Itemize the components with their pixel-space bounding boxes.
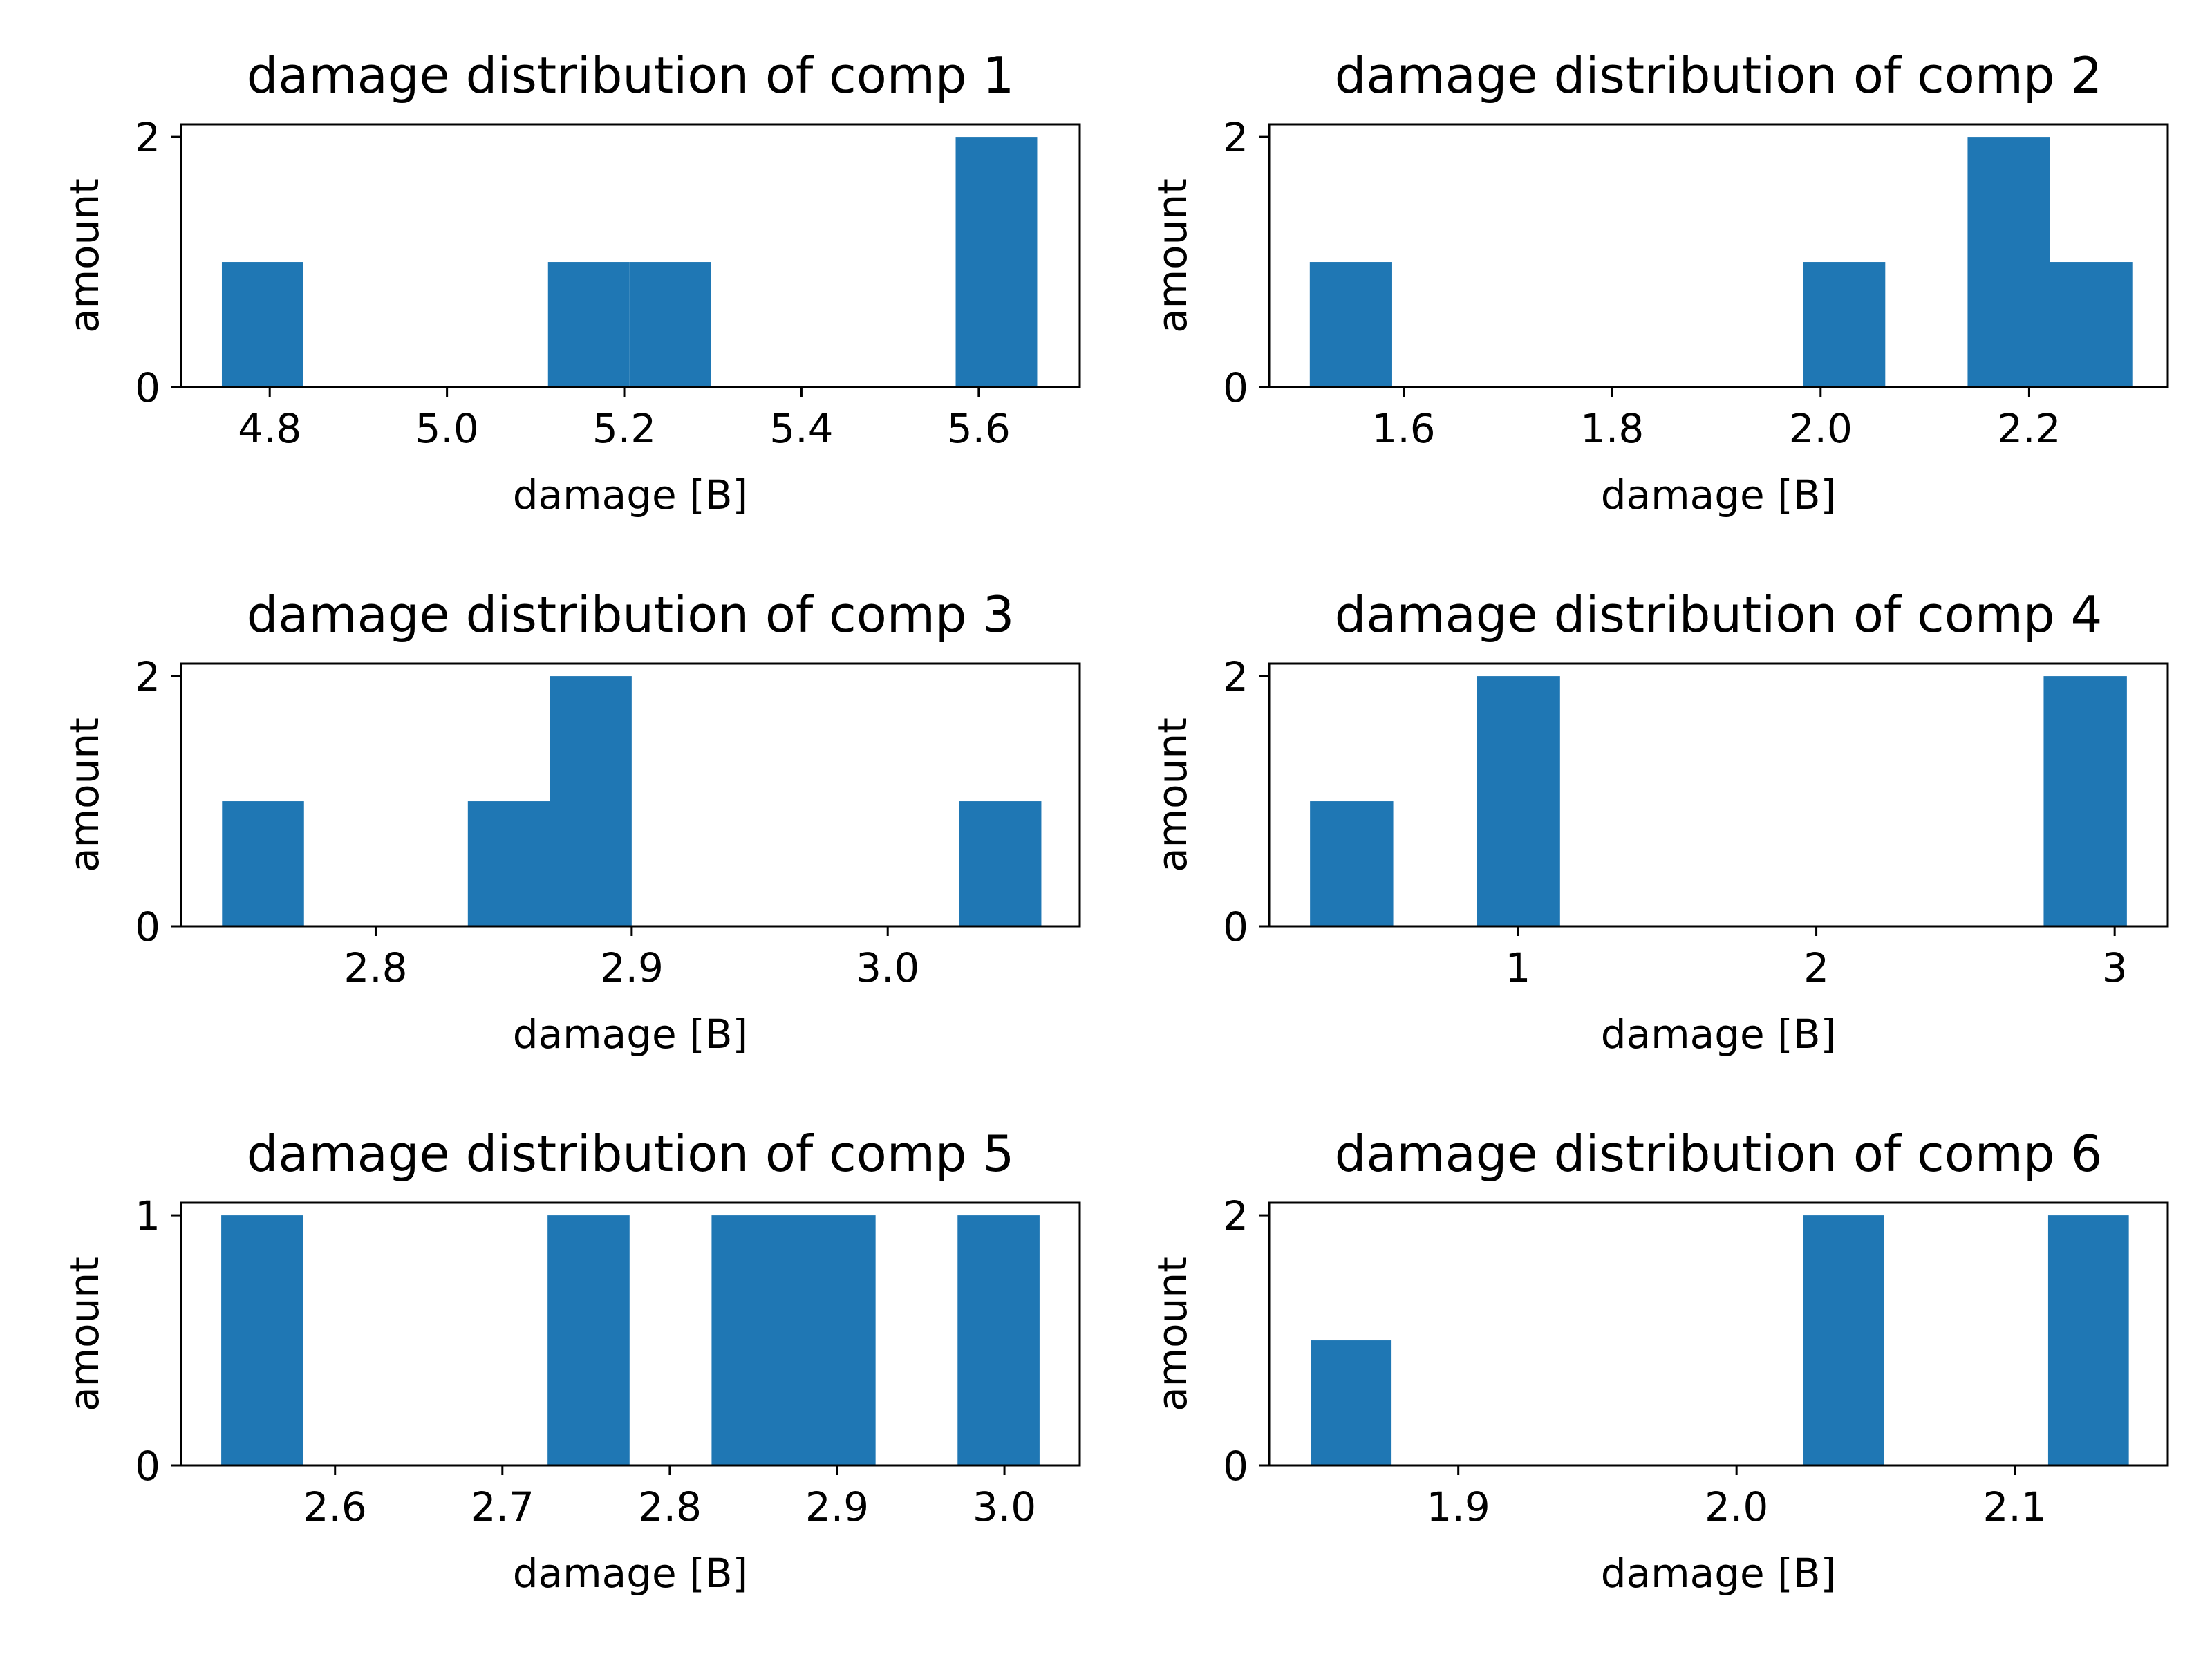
chart-4-bar-2 [1477, 676, 1560, 926]
chart-2-xtick-label-1: 1.6 [1371, 405, 1435, 452]
chart-6-xtick-label-3: 2.1 [1983, 1483, 2047, 1530]
chart-2-ylabel: amount [1149, 178, 1196, 333]
chart-4: 1 2 3 0 2 damage distribution of comp 4 damage… [1149, 585, 2169, 1058]
chart-6-xtick-label-2: 2.0 [1705, 1483, 1768, 1530]
chart-1-xtick-label-4: 5.4 [769, 405, 833, 452]
chart-2-xtick-label-3: 2.0 [1789, 405, 1853, 452]
chart-2-bar-2 [1803, 262, 1886, 387]
chart-3-ylabel: amount [61, 718, 108, 872]
chart-2-ytick-label-1: 0 [1223, 364, 1248, 411]
chart-6-ytick-label-1: 0 [1223, 1443, 1248, 1490]
chart-6-bar-1 [1311, 1340, 1392, 1465]
chart-6: 1.9 2.0 2.1 0 2 damage distribution of comp 6… [1149, 1125, 2169, 1597]
chart-4-xlabel: damage [B] [1601, 1011, 1836, 1058]
chart-6-xtick-label-1: 1.9 [1427, 1483, 1490, 1530]
chart-5-bar-2 [547, 1215, 630, 1465]
chart-5-ytick-label-2: 1 [135, 1192, 160, 1239]
chart-1-ytick-label-2: 2 [135, 114, 160, 161]
chart-6-ytick-label-2: 2 [1223, 1192, 1248, 1239]
chart-3-bar-4 [959, 801, 1042, 926]
chart-4-bar-1 [1310, 801, 1394, 926]
chart-1: 4.8 5.0 5.2 5.4 5.6 0 2 damage distribution of … [61, 46, 1081, 518]
chart-4-ytick-label-1: 0 [1223, 903, 1248, 950]
chart-1-xtick-label-3: 5.2 [592, 405, 656, 452]
chart-6-title: damage distribution of comp 6 [1335, 1125, 2103, 1183]
chart-4-ylabel: amount [1149, 718, 1196, 872]
chart-4-title: damage distribution of comp 4 [1335, 585, 2103, 644]
chart-4-xtick-label-2: 2 [1803, 944, 1829, 991]
chart-5-bar-4 [794, 1215, 876, 1465]
chart-2-bar-4 [2050, 262, 2133, 387]
chart-6-bar-2 [1803, 1215, 1884, 1465]
chart-4-xtick-label-1: 1 [1506, 944, 1531, 991]
chart-4-xtick-label-3: 3 [2102, 944, 2128, 991]
chart-1-bar-2 [547, 262, 630, 387]
chart-3-xtick-label-2: 2.9 [600, 944, 664, 991]
chart-4-axes-frame [1268, 662, 2169, 928]
chart-1-ytick-label-1: 0 [135, 364, 160, 411]
chart-1-axes-frame [180, 123, 1081, 388]
chart-6-axes-frame [1268, 1201, 2169, 1467]
chart-1-xtick-label-1: 4.8 [238, 405, 301, 452]
chart-5-bar-1 [221, 1215, 303, 1465]
chart-5-xtick-label-1: 2.6 [303, 1483, 367, 1530]
chart-6-ylabel: amount [1149, 1257, 1196, 1412]
chart-5-title: damage distribution of comp 5 [247, 1125, 1015, 1183]
chart-3-xlabel: damage [B] [513, 1011, 748, 1058]
chart-1-bar-1 [221, 262, 303, 387]
chart-3: 2.8 2.9 3.0 0 2 damage distribution of comp 3… [61, 585, 1081, 1058]
chart-4-ytick-label-2: 2 [1223, 653, 1248, 700]
chart-5-xtick-label-2: 2.7 [471, 1483, 534, 1530]
chart-3-ytick-label-1: 0 [135, 903, 160, 950]
chart-3-bar-1 [222, 801, 304, 926]
chart-3-ytick-label-2: 2 [135, 653, 160, 700]
chart-2: 1.6 1.8 2.0 2.2 0 2 damage distribution of com… [1149, 46, 2169, 518]
chart-1-xtick-label-2: 5.0 [415, 405, 478, 452]
chart-5-axes-frame [180, 1201, 1081, 1467]
chart-3-title: damage distribution of comp 3 [247, 585, 1015, 644]
chart-1-ylabel: amount [61, 178, 108, 333]
chart-1-xtick-label-5: 5.6 [947, 405, 1011, 452]
chart-5-xtick-label-5: 3.0 [973, 1483, 1036, 1530]
chart-6-bar-3 [2047, 1215, 2129, 1465]
chart-5-bar-5 [957, 1215, 1040, 1465]
chart-2-xtick-label-4: 2.2 [1997, 405, 2061, 452]
chart-2-axes-frame [1268, 123, 2169, 388]
chart-5-ylabel: amount [61, 1257, 108, 1412]
chart-2-ytick-label-2: 2 [1223, 114, 1248, 161]
chart-2-bar-3 [1967, 137, 2050, 387]
chart-3-xtick-label-3: 3.0 [856, 944, 919, 991]
chart-5-bar-3 [711, 1215, 794, 1465]
chart-2-xtick-label-2: 1.8 [1580, 405, 1644, 452]
chart-2-xlabel: damage [B] [1601, 471, 1836, 518]
chart-5-ytick-label-1: 0 [135, 1443, 160, 1490]
chart-3-axes-frame [180, 662, 1081, 928]
chart-5-xlabel: damage [B] [513, 1550, 748, 1597]
chart-3-bar-2 [467, 801, 550, 926]
chart-4-bar-3 [2043, 676, 2127, 926]
chart-1-xlabel: damage [B] [513, 471, 748, 518]
chart-5-xtick-label-4: 2.9 [805, 1483, 869, 1530]
chart-2-title: damage distribution of comp 2 [1335, 46, 2103, 104]
chart-5-xtick-label-3: 2.8 [638, 1483, 702, 1530]
chart-3-bar-3 [550, 676, 632, 926]
chart-3-xtick-label-1: 2.8 [344, 944, 407, 991]
chart-2-bar-1 [1309, 262, 1392, 387]
chart-6-xlabel: damage [B] [1601, 1550, 1836, 1597]
chart-1-title: damage distribution of comp 1 [247, 46, 1015, 104]
chart-1-bar-4 [955, 137, 1038, 387]
chart-5: 2.6 2.7 2.8 2.9 3.0 0 1 damage distribution of … [61, 1125, 1081, 1597]
chart-1-bar-3 [629, 262, 711, 387]
